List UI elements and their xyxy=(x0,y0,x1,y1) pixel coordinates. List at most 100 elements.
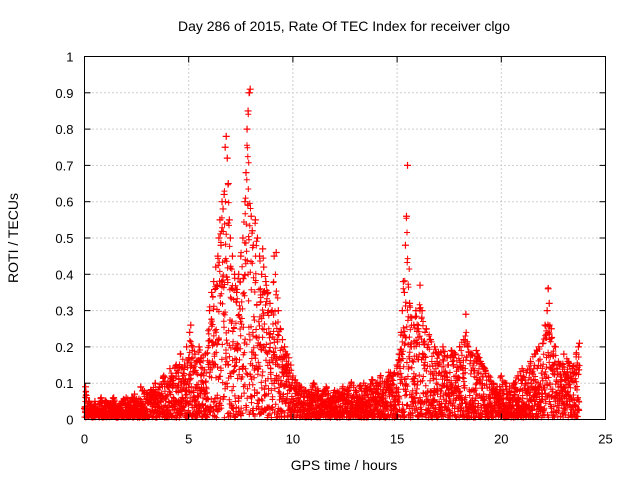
data-point xyxy=(147,386,155,394)
data-point xyxy=(541,321,549,329)
data-point xyxy=(85,397,93,405)
x-tick-label: 15 xyxy=(390,432,404,447)
data-point xyxy=(233,288,241,296)
data-point xyxy=(293,379,301,387)
data-point xyxy=(217,241,225,249)
data-point xyxy=(400,288,408,296)
x-tick-label: 10 xyxy=(286,432,300,447)
data-point xyxy=(322,383,330,391)
data-point xyxy=(193,357,201,365)
y-tick-label: 0.4 xyxy=(55,267,73,282)
data-point xyxy=(244,107,252,115)
data-point xyxy=(114,405,122,413)
data-point xyxy=(110,394,118,402)
data-point xyxy=(518,365,526,373)
data-point xyxy=(326,394,334,402)
data-point xyxy=(106,401,114,409)
data-point xyxy=(531,350,539,358)
x-axis-label: GPS time / hours xyxy=(291,457,398,473)
data-point xyxy=(351,386,359,394)
data-point xyxy=(522,368,530,376)
data-point xyxy=(447,347,455,355)
data-point xyxy=(258,270,266,278)
data-point xyxy=(385,368,393,376)
data-point xyxy=(186,328,194,336)
data-point xyxy=(410,321,418,329)
data-point xyxy=(283,350,291,358)
axis-ticks xyxy=(84,56,606,420)
data-point xyxy=(318,390,326,398)
data-point xyxy=(381,379,389,387)
data-point xyxy=(212,263,220,271)
data-point xyxy=(224,180,232,188)
data-point xyxy=(368,376,376,384)
data-point xyxy=(402,212,410,220)
data-point xyxy=(395,350,403,358)
data-point xyxy=(493,383,501,391)
data-point xyxy=(91,397,99,405)
data-point xyxy=(501,379,509,387)
data-point xyxy=(122,394,130,402)
data-point xyxy=(251,216,259,224)
data-point xyxy=(131,390,139,398)
data-point xyxy=(376,372,384,380)
data-point xyxy=(206,307,214,315)
data-point xyxy=(443,354,451,362)
y-tick-label: 0.9 xyxy=(55,86,73,101)
data-point xyxy=(253,234,261,242)
data-point xyxy=(208,288,216,296)
data-point xyxy=(189,343,197,351)
y-tick-label: 0.1 xyxy=(55,376,73,391)
data-point xyxy=(439,343,447,351)
data-point xyxy=(560,350,568,358)
data-point xyxy=(226,234,234,242)
data-point xyxy=(572,350,580,358)
data-point xyxy=(135,397,143,405)
data-point xyxy=(126,397,134,405)
data-point xyxy=(95,401,103,409)
data-point xyxy=(506,383,514,391)
data-point xyxy=(574,343,582,351)
data-point xyxy=(174,368,182,376)
y-tick-label: 0 xyxy=(66,413,73,428)
data-point xyxy=(310,379,318,387)
data-point xyxy=(247,212,255,220)
data-point xyxy=(101,397,109,405)
data-point xyxy=(285,354,293,362)
data-point xyxy=(539,339,547,347)
data-point xyxy=(160,372,168,380)
data-point xyxy=(168,372,176,380)
data-point xyxy=(460,336,468,344)
data-point xyxy=(93,408,101,416)
data-point xyxy=(259,245,267,253)
data-point xyxy=(462,310,470,318)
data-point xyxy=(246,85,254,93)
data-point xyxy=(418,307,426,315)
data-point xyxy=(297,383,305,391)
data-point xyxy=(408,314,416,322)
data-point xyxy=(510,379,518,387)
data-point xyxy=(306,390,314,398)
data-point xyxy=(237,252,245,260)
data-point xyxy=(401,241,409,249)
data-point xyxy=(270,252,278,260)
data-point xyxy=(214,252,222,260)
data-point xyxy=(195,343,203,351)
data-point xyxy=(289,372,297,380)
data-point xyxy=(398,307,406,315)
data-point xyxy=(221,143,229,151)
data-point xyxy=(243,125,251,133)
data-point xyxy=(274,307,282,315)
data-point xyxy=(215,234,223,242)
data-point xyxy=(564,357,572,365)
data-point xyxy=(245,89,253,97)
data-point xyxy=(256,252,264,260)
data-point xyxy=(544,285,552,293)
data-point xyxy=(543,307,551,315)
data-point xyxy=(406,299,414,307)
data-point xyxy=(228,252,236,260)
data-point xyxy=(172,361,180,369)
data-point xyxy=(181,361,189,369)
data-point xyxy=(481,365,489,373)
data-point xyxy=(399,278,407,286)
